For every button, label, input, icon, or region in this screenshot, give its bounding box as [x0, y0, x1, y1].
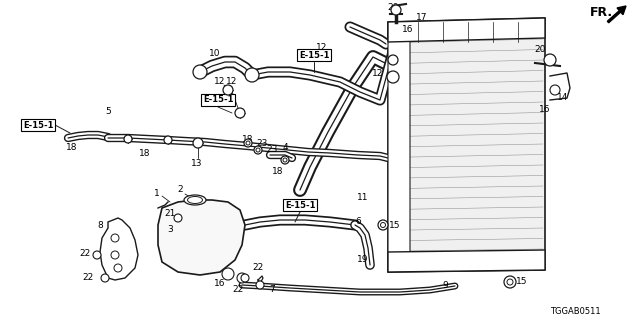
Circle shape: [254, 146, 262, 154]
Polygon shape: [388, 18, 545, 272]
Circle shape: [222, 268, 234, 280]
Circle shape: [241, 274, 249, 282]
Text: 12: 12: [316, 44, 328, 52]
Text: 15: 15: [389, 220, 401, 229]
Text: 16: 16: [214, 278, 226, 287]
Text: 23: 23: [256, 139, 268, 148]
Text: 20: 20: [387, 4, 399, 12]
Polygon shape: [388, 22, 410, 272]
Text: 17: 17: [416, 13, 428, 22]
Circle shape: [101, 274, 109, 282]
Text: E-15-1: E-15-1: [285, 201, 316, 210]
Circle shape: [378, 220, 388, 230]
Circle shape: [381, 222, 385, 228]
Circle shape: [114, 264, 122, 272]
Circle shape: [193, 138, 203, 148]
Circle shape: [281, 156, 289, 164]
Text: 16: 16: [540, 106, 551, 115]
Circle shape: [544, 54, 556, 66]
Circle shape: [93, 251, 101, 259]
Circle shape: [256, 281, 264, 289]
Polygon shape: [100, 218, 138, 280]
Text: 18: 18: [67, 143, 77, 153]
Ellipse shape: [184, 195, 206, 205]
Circle shape: [244, 139, 252, 147]
Text: 16: 16: [403, 26, 413, 35]
Circle shape: [245, 68, 259, 82]
Ellipse shape: [188, 196, 202, 204]
Text: 22: 22: [232, 285, 244, 294]
Circle shape: [124, 135, 132, 143]
Text: 21: 21: [164, 209, 176, 218]
Text: 8: 8: [97, 220, 103, 229]
Circle shape: [174, 214, 182, 222]
Text: 13: 13: [191, 159, 203, 169]
Circle shape: [504, 276, 516, 288]
Text: 7: 7: [269, 285, 275, 294]
Circle shape: [256, 148, 260, 152]
Text: 18: 18: [140, 149, 151, 158]
Text: 2: 2: [177, 186, 183, 195]
Polygon shape: [158, 200, 245, 275]
Text: 5: 5: [105, 108, 111, 116]
Text: 12: 12: [372, 69, 384, 78]
Circle shape: [388, 55, 398, 65]
Text: 15: 15: [516, 277, 528, 286]
Circle shape: [283, 158, 287, 162]
Text: 23: 23: [266, 146, 278, 155]
Text: 9: 9: [442, 281, 448, 290]
Text: 19: 19: [357, 255, 369, 265]
Circle shape: [235, 108, 245, 118]
Circle shape: [193, 65, 207, 79]
Text: E-15-1: E-15-1: [299, 51, 329, 60]
Text: 18: 18: [272, 167, 284, 177]
Circle shape: [387, 71, 399, 83]
Text: E-15-1: E-15-1: [203, 95, 233, 105]
Text: 22: 22: [79, 249, 91, 258]
Circle shape: [164, 136, 172, 144]
Text: 12: 12: [214, 77, 226, 86]
Text: FR.: FR.: [590, 5, 613, 19]
Text: 6: 6: [355, 218, 361, 227]
Circle shape: [391, 5, 401, 15]
Text: TGGAB0511: TGGAB0511: [550, 308, 600, 316]
FancyArrow shape: [607, 6, 626, 23]
Text: 22: 22: [83, 274, 93, 283]
Circle shape: [246, 141, 250, 145]
Text: 22: 22: [252, 263, 264, 273]
Circle shape: [237, 273, 247, 283]
Text: 4: 4: [282, 143, 288, 153]
Text: 14: 14: [557, 93, 569, 102]
Circle shape: [507, 279, 513, 285]
Text: 10: 10: [209, 50, 221, 59]
Circle shape: [223, 85, 233, 95]
Polygon shape: [388, 250, 545, 272]
Circle shape: [111, 251, 119, 259]
Text: 3: 3: [167, 226, 173, 235]
Circle shape: [111, 234, 119, 242]
Text: 18: 18: [243, 135, 253, 145]
Text: E-15-1: E-15-1: [23, 121, 53, 130]
Circle shape: [550, 85, 560, 95]
Text: 11: 11: [357, 193, 369, 202]
Text: 20: 20: [534, 45, 546, 54]
Polygon shape: [388, 18, 545, 42]
Text: 1: 1: [154, 188, 160, 197]
Text: 12: 12: [227, 77, 237, 86]
